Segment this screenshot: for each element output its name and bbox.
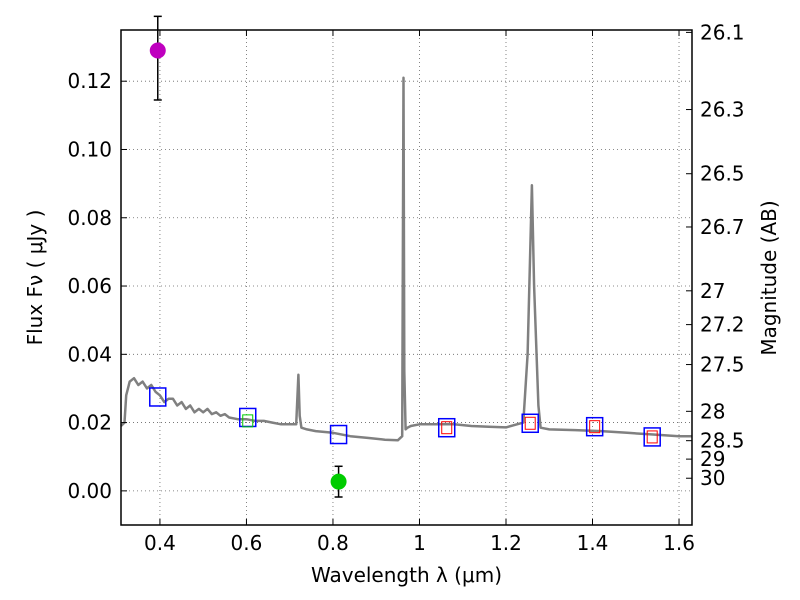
photometry-markers	[149, 15, 661, 498]
axis-ticks: 0.4 0.6 0.8 1 1.2 1.4 1.6 0.00 0.02 0.04 0.06 0.08 0…	[67, 20, 744, 555]
x-tick-label: 0.8	[317, 531, 349, 555]
y2-tick-label: 26.5	[700, 162, 745, 186]
y-tick-label: 0.06	[67, 274, 112, 298]
y2-tick-label: 29	[700, 447, 725, 471]
x-tick-label: 1.6	[663, 531, 695, 555]
observed-flux-point	[149, 42, 166, 59]
spectrum-line	[120, 76, 692, 442]
observed-flux-square	[589, 420, 601, 434]
y-tick-label: 0.00	[67, 479, 112, 503]
x-tick-label: 0.4	[144, 531, 176, 555]
observed-flux-square	[524, 416, 536, 430]
x-tick-label: 1.2	[490, 531, 522, 555]
y2-tick-label: 28	[700, 399, 725, 423]
grid-lines	[121, 30, 692, 525]
y2-tick-label: 26.7	[700, 215, 745, 239]
model-flux-square	[585, 416, 604, 437]
y2-tick-label: 26.1	[700, 20, 745, 44]
y2-tick-label: 27.2	[700, 313, 745, 337]
observed-flux-square	[646, 430, 658, 444]
y2-axis-title: Magnitude (AB)	[757, 200, 781, 355]
y-axis-title: Flux Fν ( μJy )	[23, 210, 47, 346]
y2-tick-label: 27.5	[700, 353, 745, 377]
spectrum-series	[120, 76, 692, 442]
model-flux-square	[238, 407, 257, 428]
x-tick-label: 1.4	[577, 531, 609, 555]
model-flux-square	[437, 417, 456, 438]
observed-flux-square	[441, 421, 453, 435]
plot-frame	[120, 29, 693, 526]
observed-flux-point	[330, 473, 347, 490]
y-tick-label: 0.02	[67, 411, 112, 435]
x-tick-label: 1	[413, 531, 426, 555]
y-tick-label: 0.10	[67, 137, 112, 161]
observed-flux-square-green	[242, 414, 254, 428]
y-tick-label: 0.12	[67, 69, 112, 93]
x-axis-title: Wavelength λ (μm)	[311, 563, 502, 587]
y2-tick-label: 27	[700, 279, 725, 303]
x-tick-label: 0.6	[231, 531, 263, 555]
model-flux-square	[521, 413, 539, 434]
model-flux-square	[329, 424, 348, 445]
y2-tick-label: 26.3	[700, 98, 745, 122]
y-tick-label: 0.08	[67, 206, 112, 230]
model-flux-square	[643, 427, 661, 447]
y2-tick-label: 30	[700, 466, 725, 490]
y2-tick-label: 28.5	[700, 429, 745, 453]
y-tick-label: 0.04	[67, 342, 112, 366]
model-flux-square	[149, 387, 167, 407]
